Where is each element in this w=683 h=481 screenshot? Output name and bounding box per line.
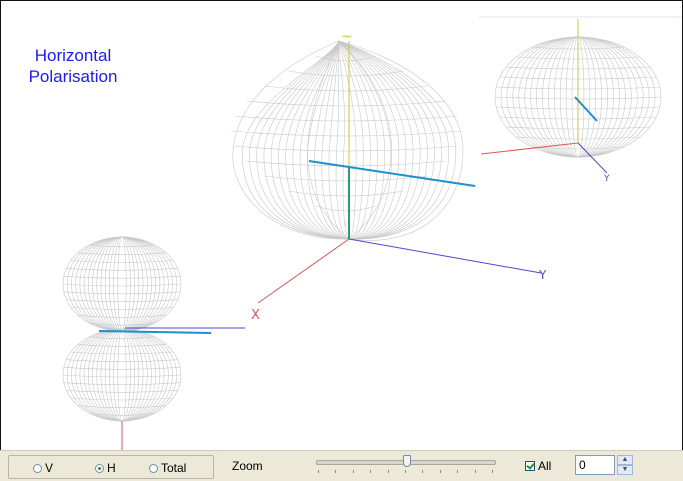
polarisation-title-line-2: Polarisation [28,67,118,86]
frame-spinner-input[interactable] [575,455,615,475]
radiation-pattern-canvas[interactable]: ~ X Y Y [1,1,682,450]
polarisation-radio-group: V H Total [8,455,214,479]
zoom-slider-tick [405,470,406,473]
zoom-slider-tick [335,470,337,473]
chevron-up-icon[interactable]: ▲ [617,455,633,465]
frame-spinner-arrows: ▲ ▼ [617,455,633,475]
zoom-slider-tick [387,470,389,473]
bottom-toolbar: V H Total Zoom All ▲ ▼ [0,450,683,481]
all-checkbox-label[interactable]: All [538,459,552,473]
right-y-axis-glyph: Y [603,174,610,184]
zoom-slider-tick [422,470,424,473]
pattern-viewport[interactable]: ~ X Y Y Horizontal Polarisation [0,0,683,451]
right-y-axis [577,142,608,174]
all-checkbox-box[interactable] [525,461,535,471]
elevation-pattern-mesh [62,236,182,422]
zoom-slider-tick [492,470,493,473]
x-axis-glyph: X [251,308,260,323]
z-axis-glyph: ~ [341,29,353,45]
radio-v-label[interactable]: V [45,461,54,475]
radio-h[interactable]: H [95,461,116,475]
frame-spinner[interactable]: ▲ ▼ [575,455,633,475]
chevron-down-icon[interactable]: ▼ [617,465,633,475]
zoom-slider-tick [318,470,319,473]
right-x-axis [480,142,579,155]
3d-pattern-mesh [230,40,464,241]
radio-total-label[interactable]: Total [161,461,187,475]
radio-v[interactable]: V [33,461,53,475]
radio-v-indicator[interactable] [33,463,42,473]
radio-h-indicator[interactable] [95,463,104,473]
polarisation-title: Horizontal Polarisation [15,45,131,87]
radio-h-label[interactable]: H [107,461,116,475]
zoom-slider-thumb[interactable] [402,455,411,467]
radio-total-indicator[interactable] [149,463,158,473]
zoom-slider-tick [439,470,441,473]
all-checkbox[interactable]: All [525,459,551,473]
zoom-slider-tick [457,470,459,473]
y-axis-line [348,238,542,274]
right-cut-line [574,96,598,122]
zoom-slider-tick [352,470,354,473]
zoom-slider-tick [370,470,372,473]
left-cut-line [98,330,212,334]
radio-total[interactable]: Total [149,461,186,475]
cut-line-center [308,160,476,187]
zoom-slider[interactable] [314,454,496,478]
zoom-label: Zoom [232,459,263,473]
x-axis-line [257,238,350,304]
y-axis-glyph: Y [538,268,547,282]
polarisation-title-line-1: Horizontal [34,46,112,65]
zoom-slider-tick [474,470,476,473]
